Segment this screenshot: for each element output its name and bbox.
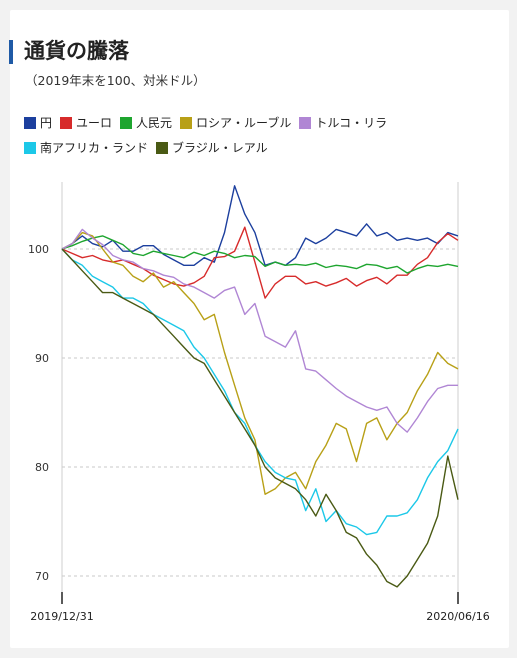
series-line-2	[61, 235, 459, 274]
y-tick-label: 70	[35, 570, 49, 583]
chart-subtitle: （2019年末を100、対米ドル）	[25, 73, 206, 88]
axis-labels: 70 80 90 100 2019/12/31 2020/06/16	[28, 243, 490, 623]
legend-item-eur: ユーロ	[60, 114, 112, 131]
legend-swatch	[299, 116, 312, 129]
legend-item-try: トルコ・リラ	[299, 114, 387, 131]
legend-label: ブラジル・レアル	[172, 141, 268, 155]
series-line-5	[61, 248, 459, 536]
chart-card	[10, 10, 509, 648]
chart-legend: 円 ユーロ 人民元 ロシア・ルーブル トルコ・リラ 南アフリカ・ランド ブラジル…	[24, 110, 464, 160]
legend-item-brl: ブラジル・レアル	[156, 139, 268, 156]
series-line-6	[61, 248, 459, 588]
legend-label: トルコ・リラ	[315, 116, 388, 130]
legend-swatch	[24, 141, 36, 154]
legend-swatch	[60, 116, 73, 129]
y-tick-label: 80	[35, 461, 49, 474]
chart-title: 通貨の騰落	[24, 39, 129, 63]
legend-row-1: 円 ユーロ 人民元 ロシア・ルーブル トルコ・リラ	[24, 110, 464, 135]
legend-label: ロシア・ルーブル	[196, 116, 292, 130]
legend-swatch	[24, 116, 36, 129]
series-lines	[61, 185, 459, 588]
legend-label: 円	[40, 116, 53, 130]
legend-row-2: 南アフリカ・ランド ブラジル・レアル	[24, 135, 464, 160]
series-line-3	[61, 231, 459, 495]
legend-item-rub: ロシア・ルーブル	[180, 114, 291, 131]
legend-label: ユーロ	[76, 116, 113, 130]
legend-swatch	[156, 141, 169, 154]
x-tick-label-end: 2020/06/16	[426, 610, 489, 623]
x-tick-label-start: 2019/12/31	[30, 610, 93, 623]
title-accent-bar	[9, 40, 13, 64]
legend-item-zar: 南アフリカ・ランド	[24, 139, 148, 156]
series-line-4	[61, 228, 458, 433]
y-tick-label: 90	[35, 352, 49, 365]
axes	[61, 182, 459, 604]
legend-label: 人民元	[136, 116, 173, 130]
legend-item-cny: 人民元	[120, 114, 172, 131]
y-tick-label: 100	[28, 243, 49, 256]
series-line-1	[61, 226, 459, 299]
series-line-0	[61, 185, 459, 266]
legend-label: 南アフリカ・ランド	[40, 141, 149, 155]
legend-item-jpy: 円	[24, 114, 52, 131]
legend-swatch	[120, 116, 133, 129]
legend-swatch	[180, 116, 193, 129]
